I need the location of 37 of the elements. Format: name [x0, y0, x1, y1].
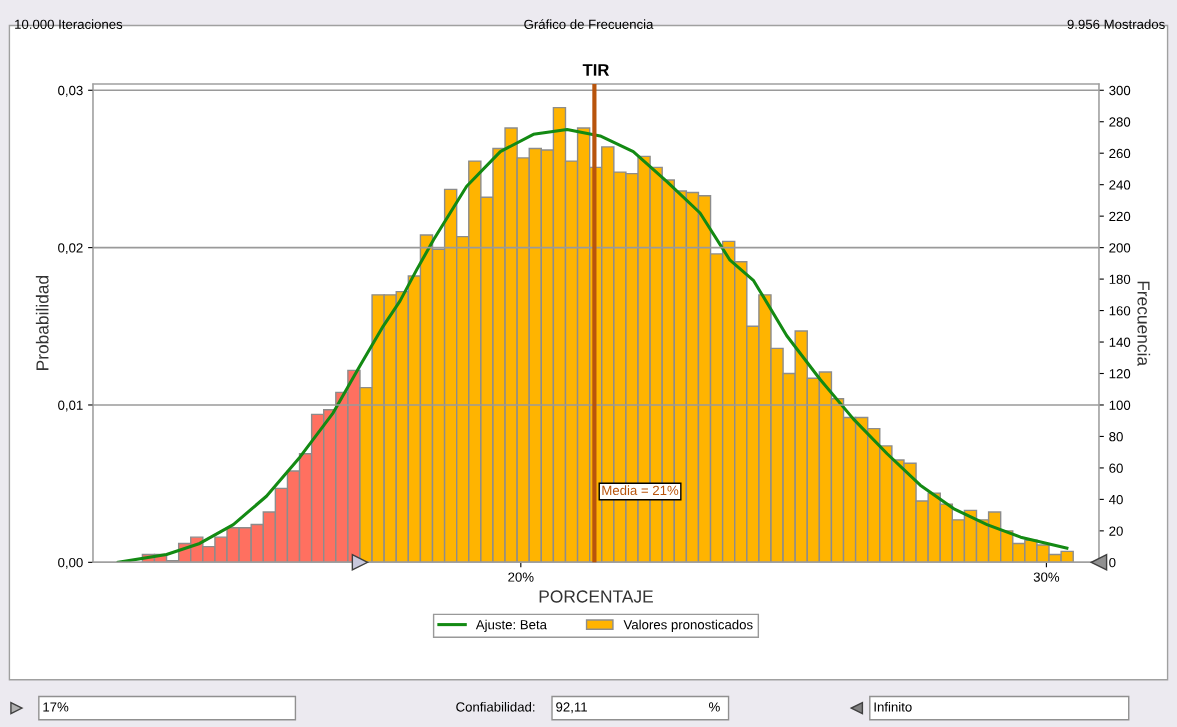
- ref-line-label: Media = 21%: [602, 485, 679, 496]
- y-tick-label: 0,01: [58, 400, 83, 412]
- chart-title: TIR: [582, 64, 610, 76]
- text: Infinito: [874, 701, 912, 712]
- y-tick-label: 0,00: [58, 557, 83, 569]
- text: 17%: [43, 702, 69, 712]
- x-axis-title: PORCENTAJE: [539, 590, 653, 603]
- text: Gráfico de Frecuencia: [524, 19, 654, 29]
- y2-tick-label: 300: [1109, 85, 1131, 96]
- y2-tick-label: 120: [1109, 369, 1131, 379]
- text: Confiabilidad:: [456, 701, 535, 712]
- y2-tick-label: 20: [1109, 526, 1123, 536]
- y-tick-label: 0,02: [58, 243, 83, 255]
- y2-tick-label: 240: [1109, 180, 1131, 190]
- text: 92,11: [556, 702, 587, 714]
- y-axis-title: Probabilidad: [35, 276, 49, 370]
- y-tick-label: 0,03: [58, 85, 83, 97]
- y2-tick-label: 140: [1109, 337, 1131, 347]
- legend-label: Valores pronosticados: [623, 619, 753, 632]
- x-tick-label: 30%: [1033, 572, 1060, 582]
- y2-tick-label: 40: [1108, 494, 1123, 505]
- text: 10.000 Iteraciones: [15, 19, 123, 29]
- y2-tick-label: 80: [1109, 432, 1123, 442]
- y2-tick-label: 100: [1109, 400, 1131, 410]
- y2-tick-label: 280: [1109, 117, 1131, 127]
- y2-tick-label: 60: [1109, 463, 1123, 473]
- y2-tick-label: 220: [1109, 211, 1131, 222]
- text: %: [709, 702, 720, 712]
- x-tick-label: 20%: [508, 572, 534, 582]
- y2-tick-label: 200: [1109, 243, 1131, 253]
- y2-tick-label: 160: [1109, 306, 1131, 316]
- text: 9.956 Mostrados: [1067, 19, 1165, 29]
- y2-tick-label: 0: [1109, 557, 1116, 568]
- legend-label: Ajuste: Beta: [475, 619, 547, 632]
- y2-tick-label: 260: [1109, 148, 1131, 159]
- y2-tick-label: 180: [1109, 274, 1131, 284]
- y2-axis-title: Frecuencia: [1137, 281, 1151, 367]
